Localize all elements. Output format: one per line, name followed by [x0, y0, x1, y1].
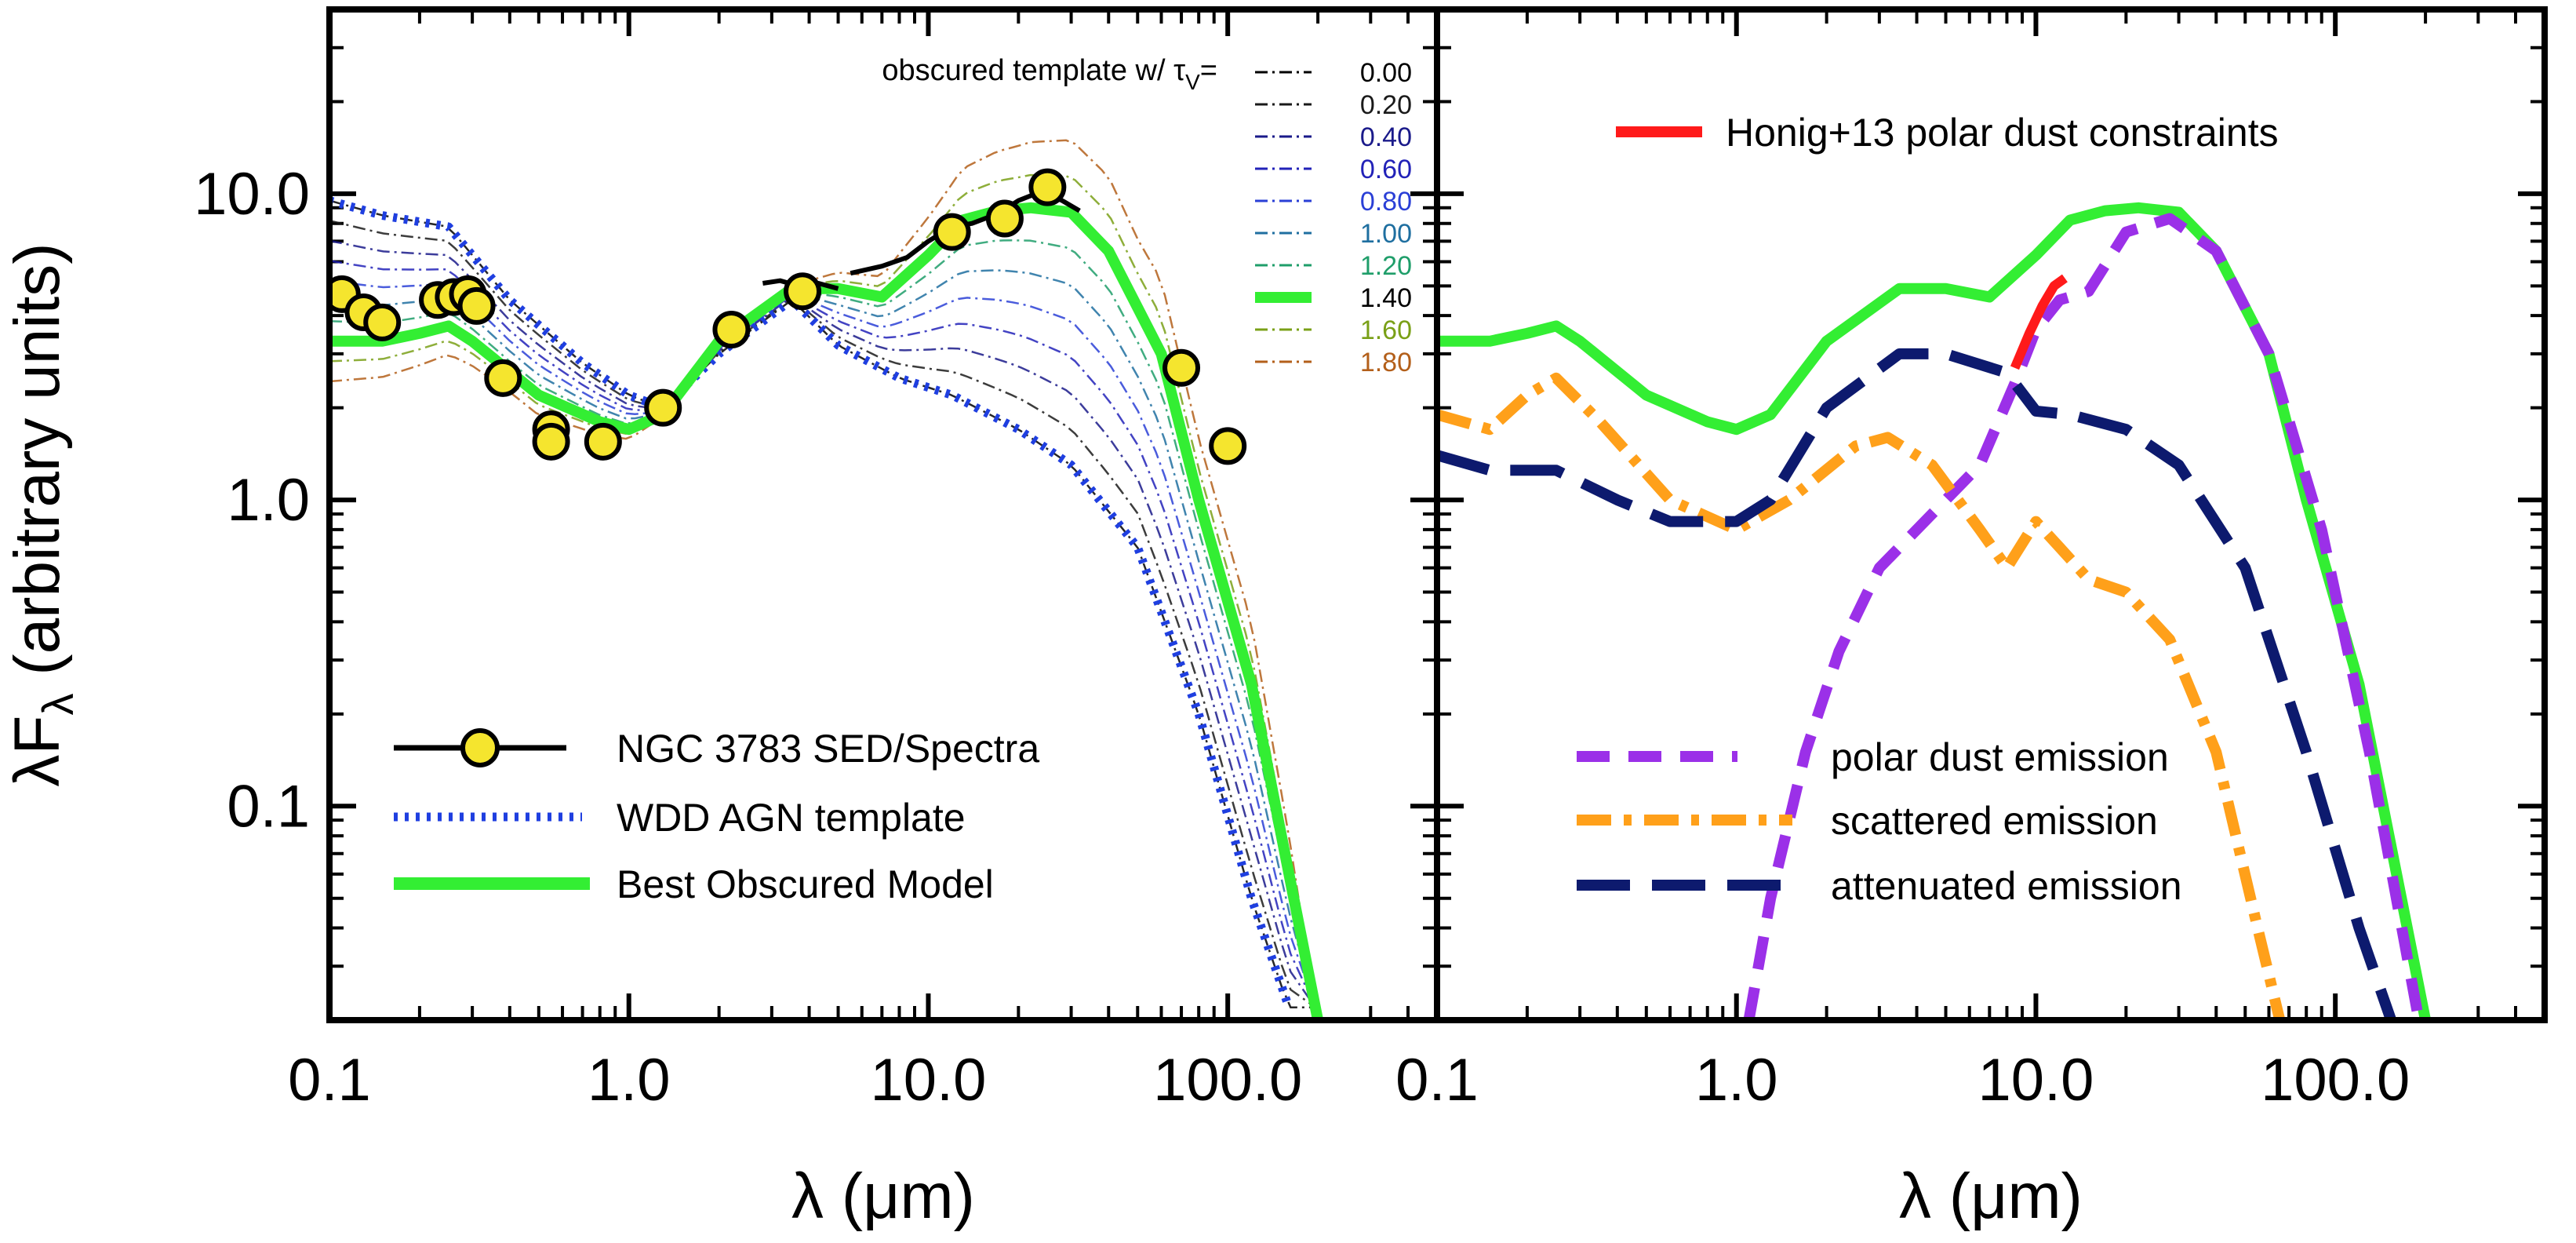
tau-legend-value: 1.80: [1360, 348, 1412, 377]
legend-best-label: Best Obscured Model: [617, 862, 994, 906]
legend-honig-label: Honig+13 polar dust constraints: [1726, 111, 2279, 155]
tau-curve-0-80: [329, 279, 1319, 1015]
tau-legend: 0.000.200.40 0.60 0.801.001.201.401.60 1.80: [1255, 58, 1412, 377]
right-legend: Honig+13 polar dust constraints polar du…: [1577, 111, 2279, 908]
tau-curve-0-00: [329, 199, 1318, 1009]
sed-point: [712, 311, 751, 349]
legend-sed-label: NGC 3783 SED/Spectra: [617, 727, 1039, 771]
sed-point: [1028, 168, 1067, 206]
legend-entry-polar: polar dust emission: [1577, 735, 2169, 779]
sed-point: [784, 272, 822, 311]
y-axis-label: λFλ (arbitrary units): [2, 242, 82, 786]
left-legend: NGC 3783 SED/Spectra WDD AGN template Be…: [394, 727, 1039, 906]
tau-legend-value: 1.40: [1360, 283, 1412, 313]
sed-point: [532, 422, 570, 461]
tau-legend-value: 0.00: [1360, 58, 1412, 88]
legend-entry-best: Best Obscured Model: [394, 862, 994, 906]
tau-legend-value: 1.00: [1360, 219, 1412, 249]
sed-point: [457, 286, 496, 325]
right-series: [1437, 202, 2431, 1020]
right-panel: 0.1 1.0 10.0 100.0 λ (μm) Honig+13 polar du…: [1395, 6, 2548, 1232]
sed-point: [985, 199, 1024, 238]
legend-wdd-label: WDD AGN template: [617, 796, 966, 840]
x-tick-label: 10.0: [1977, 1047, 2094, 1114]
sed-point: [363, 303, 402, 341]
right-tick-labels: 0.1 1.0 10.0 100.0: [1395, 1047, 2410, 1114]
tau-legend-value: 1.60: [1360, 315, 1412, 345]
x-tick-label: 0.1: [288, 1047, 371, 1114]
tau-legend-value: 1.20: [1360, 251, 1412, 281]
right-plot-frame: [1434, 6, 2548, 1023]
tau-curve-1-20: [329, 239, 1319, 1018]
polar-dust-emission-line: [1743, 213, 2425, 1020]
scattered-emission-line: [1437, 372, 2286, 1020]
sed-point: [933, 213, 971, 251]
legend-attenuated-label: attenuated emission: [1831, 864, 2182, 908]
x-tick-label: 1.0: [588, 1047, 671, 1114]
tau-legend-value: 0.60: [1360, 155, 1412, 184]
tau-curve-0-20: [329, 219, 1319, 1010]
legend-sed-marker: [460, 728, 500, 767]
y-axis-label-suffix: (arbitrary units): [2, 242, 73, 693]
y-tick-label: 1.0: [227, 467, 310, 534]
left-tick-labels: 0.1 1.0 10.0 100.0 0.1 1.0 10.0: [194, 161, 1302, 1114]
legend-entry-sed: NGC 3783 SED/Spectra: [394, 727, 1039, 771]
wdd-agn-template-line: [329, 196, 1293, 1009]
sed-points: [329, 168, 1247, 465]
y-axis-label-subscript: λ: [33, 694, 82, 716]
x-tick-label: 10.0: [870, 1047, 986, 1114]
sed-point: [1209, 427, 1247, 465]
legend-polar-label: polar dust emission: [1831, 735, 2169, 779]
x-tick-label: 100.0: [1153, 1047, 1302, 1114]
tau-legend-title: obscured template w/ τV=: [882, 54, 1217, 94]
tau-legend-value: 0.80: [1360, 187, 1412, 217]
legend-entry-honig: Honig+13 polar dust constraints: [1616, 111, 2279, 155]
right-x-axis-label: λ (μm): [1899, 1161, 2083, 1232]
tau-legend-value: 0.20: [1360, 90, 1412, 120]
x-tick-label: 1.0: [1695, 1047, 1778, 1114]
sed-point: [484, 359, 522, 397]
x-tick-label: 0.1: [1395, 1047, 1479, 1114]
tau-legend-value: 0.40: [1360, 122, 1412, 152]
honig-13-polar-dust-constraints-line: [2010, 274, 2068, 370]
attenuated-emission-line: [1437, 348, 2397, 1020]
legend-scattered-label: scattered emission: [1831, 799, 2158, 843]
tau-curve-0-60: [329, 260, 1319, 1013]
sed-point: [584, 422, 622, 461]
y-tick-label: 10.0: [194, 161, 310, 228]
sed-point: [1162, 348, 1201, 387]
legend-entry-attenuated: attenuated emission: [1577, 864, 2182, 908]
tau-curve-1-00: [329, 269, 1319, 1016]
x-tick-label: 100.0: [2261, 1047, 2410, 1114]
sed-point: [644, 388, 682, 427]
legend-entry-scattered: scattered emission: [1577, 799, 2158, 843]
left-x-axis-label: λ (μm): [791, 1161, 975, 1232]
left-panel: 0.1 1.0 10.0 100.0 0.1 1.0 10.0 λFλ (arbitrary…: [2, 6, 1440, 1232]
y-tick-label: 0.1: [227, 773, 310, 840]
legend-entry-wdd: WDD AGN template: [394, 796, 966, 840]
